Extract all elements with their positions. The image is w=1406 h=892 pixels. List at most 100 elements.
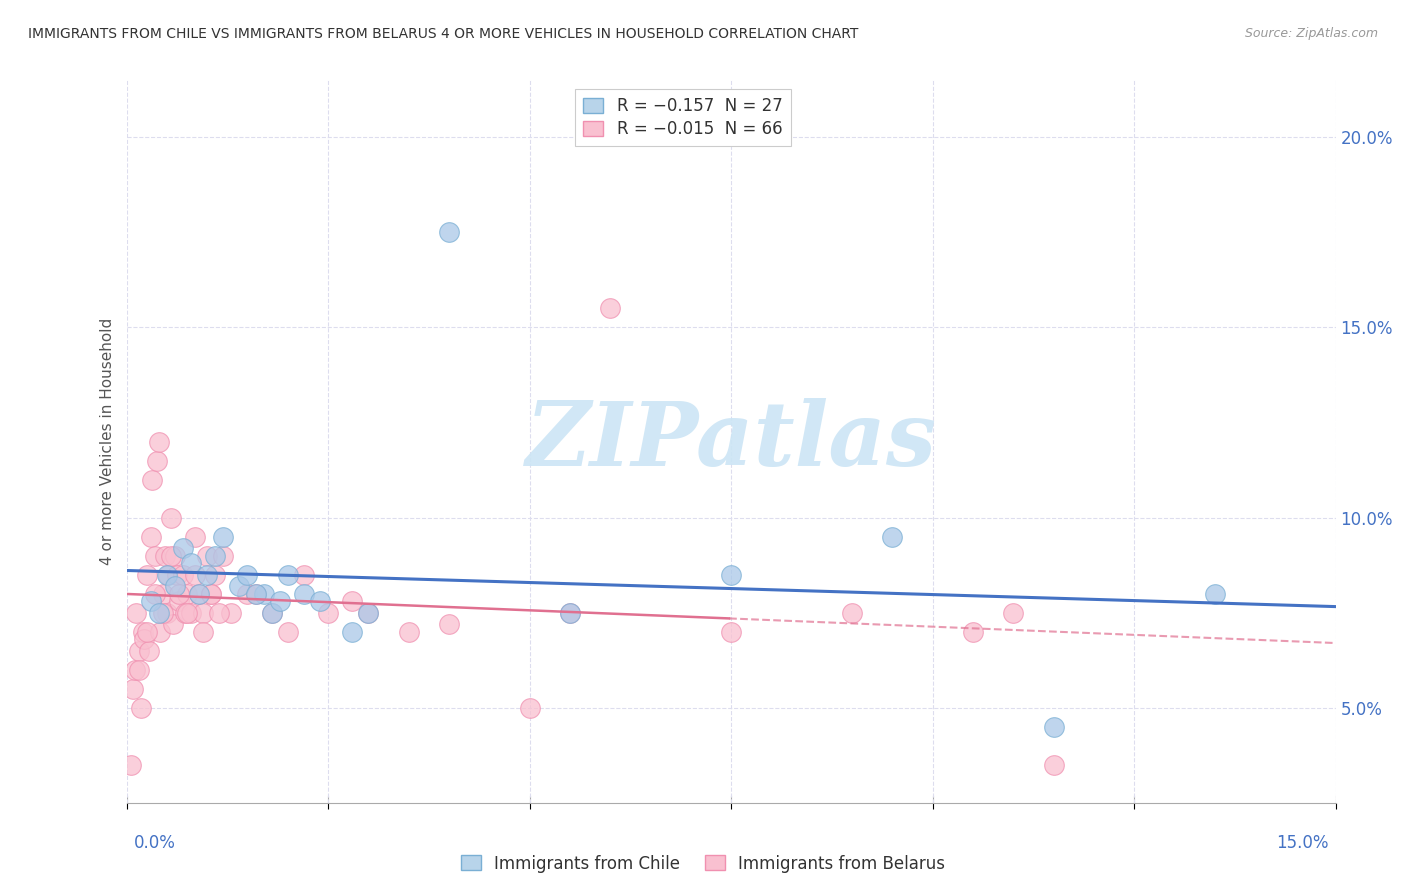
Point — [124, 663, 146, 677]
Point — [128, 643, 150, 657]
Text: IMMIGRANTS FROM CHILE VS IMMIGRANTS FROM BELARUS 4 OR MORE VEHICLES IN HOUSEHOLD: IMMIGRANTS FROM CHILE VS IMMIGRANTS FROM… — [28, 27, 859, 41]
Point — [277, 624, 299, 639]
Point — [269, 594, 291, 608]
Point — [519, 700, 541, 714]
Point — [558, 606, 581, 620]
Point — [195, 567, 218, 582]
Point — [146, 453, 169, 467]
Point — [180, 606, 202, 620]
Point — [128, 663, 150, 677]
Point — [188, 587, 211, 601]
Point — [1002, 606, 1025, 620]
Point — [195, 549, 218, 563]
Point — [720, 624, 742, 639]
Point — [228, 579, 250, 593]
Point — [138, 643, 160, 657]
Point — [152, 587, 174, 601]
Point — [962, 624, 984, 639]
Point — [357, 606, 380, 620]
Point — [558, 606, 581, 620]
Point — [163, 579, 186, 593]
Point — [122, 681, 145, 696]
Point — [204, 549, 226, 563]
Point — [882, 530, 904, 544]
Point — [1042, 757, 1064, 772]
Point — [173, 606, 195, 620]
Text: ZIPatlas: ZIPatlas — [526, 399, 936, 484]
Point — [139, 530, 162, 544]
Point — [236, 567, 259, 582]
Point — [141, 473, 163, 487]
Y-axis label: 4 or more Vehicles in Household: 4 or more Vehicles in Household — [100, 318, 115, 566]
Point — [131, 624, 153, 639]
Point — [156, 567, 179, 582]
Point — [184, 567, 207, 582]
Legend: Immigrants from Chile, Immigrants from Belarus: Immigrants from Chile, Immigrants from B… — [454, 848, 952, 880]
Point — [120, 757, 142, 772]
Point — [143, 587, 166, 601]
Point — [200, 587, 222, 601]
Point — [134, 632, 156, 647]
Point — [720, 567, 742, 582]
Point — [129, 700, 152, 714]
Point — [172, 567, 194, 582]
Text: 0.0%: 0.0% — [134, 834, 176, 852]
Point — [191, 606, 214, 620]
Point — [357, 606, 380, 620]
Point — [437, 226, 460, 240]
Point — [148, 434, 170, 449]
Point — [200, 587, 222, 601]
Point — [245, 587, 267, 601]
Point — [208, 606, 231, 620]
Point — [157, 567, 180, 582]
Legend: R = −0.157  N = 27, R = −0.015  N = 66: R = −0.157 N = 27, R = −0.015 N = 66 — [575, 88, 790, 146]
Point — [135, 567, 157, 582]
Point — [398, 624, 420, 639]
Point — [212, 549, 235, 563]
Point — [149, 624, 172, 639]
Point — [841, 606, 863, 620]
Point — [176, 587, 198, 601]
Point — [260, 606, 283, 620]
Point — [437, 617, 460, 632]
Point — [148, 606, 170, 620]
Point — [252, 587, 274, 601]
Point — [212, 530, 235, 544]
Point — [191, 624, 214, 639]
Point — [180, 556, 202, 570]
Point — [156, 606, 179, 620]
Point — [277, 567, 299, 582]
Point — [160, 510, 183, 524]
Point — [1042, 720, 1064, 734]
Point — [316, 606, 339, 620]
Point — [167, 587, 190, 601]
Point — [167, 594, 190, 608]
Point — [135, 624, 157, 639]
Point — [160, 549, 183, 563]
Point — [162, 617, 184, 632]
Point — [155, 549, 177, 563]
Point — [309, 594, 332, 608]
Point — [292, 587, 315, 601]
Point — [1204, 587, 1226, 601]
Point — [260, 606, 283, 620]
Point — [139, 594, 162, 608]
Point — [292, 567, 315, 582]
Point — [204, 567, 226, 582]
Point — [184, 530, 207, 544]
Point — [152, 606, 174, 620]
Point — [342, 594, 364, 608]
Text: 15.0%: 15.0% — [1277, 834, 1329, 852]
Point — [245, 587, 267, 601]
Point — [188, 587, 211, 601]
Point — [599, 301, 621, 316]
Point — [163, 549, 186, 563]
Point — [221, 606, 243, 620]
Point — [342, 624, 364, 639]
Point — [172, 541, 194, 555]
Point — [176, 606, 198, 620]
Text: Source: ZipAtlas.com: Source: ZipAtlas.com — [1244, 27, 1378, 40]
Point — [143, 549, 166, 563]
Point — [125, 606, 148, 620]
Point — [166, 567, 188, 582]
